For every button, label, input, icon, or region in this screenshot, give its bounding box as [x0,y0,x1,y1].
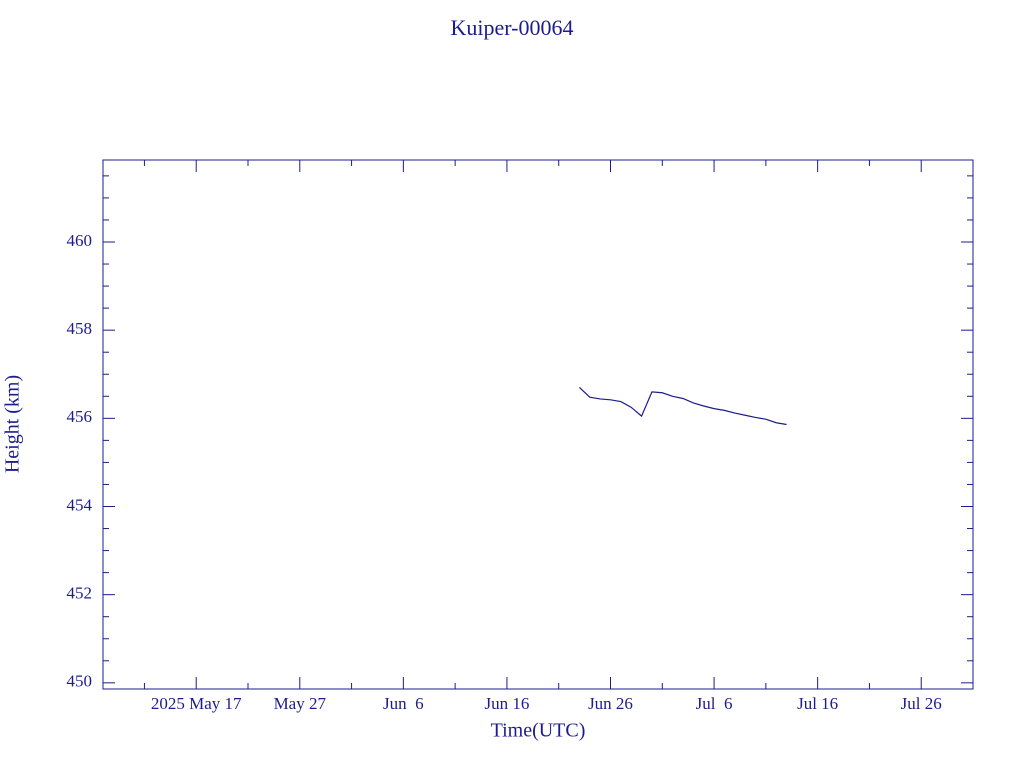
y-tick-label: 450 [67,672,93,691]
data-line [579,387,787,426]
x-axis-title: Time(UTC) [491,720,586,742]
y-tick-label: 454 [67,495,93,514]
x-tick-label: Jun 6 [383,694,424,713]
x-tick-label: Jun 16 [484,694,529,713]
x-tick-label: 2025 May 17 [151,694,242,713]
x-tick-label: Jul 6 [696,694,733,713]
y-tick-label: 460 [67,231,93,250]
y-tick-label: 456 [67,407,93,426]
y-tick-label: 458 [67,319,93,338]
y-tick-label: 452 [67,584,93,603]
x-tick-label: Jul 26 [901,694,942,713]
chart-title: Kuiper-00064 [451,15,574,40]
x-tick-label: May 27 [274,694,327,713]
x-tick-label: Jul 16 [797,694,838,713]
plot-frame [102,159,974,690]
y-axis-title: Height (km) [2,375,24,473]
x-tick-label: Jun 26 [588,694,633,713]
